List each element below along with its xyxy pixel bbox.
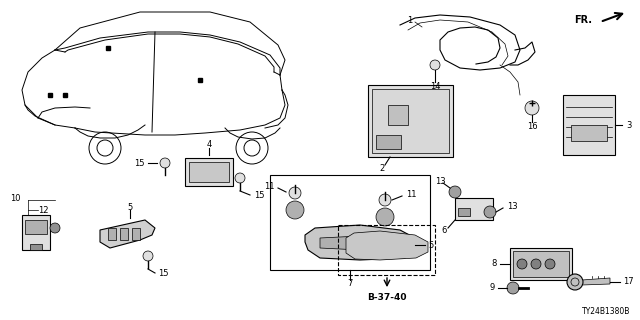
Bar	[189, 162, 229, 182]
Text: 2: 2	[380, 164, 385, 172]
Circle shape	[545, 259, 555, 269]
Bar	[30, 244, 42, 250]
Text: 15: 15	[158, 268, 168, 277]
Bar	[338, 225, 435, 275]
Circle shape	[235, 173, 245, 183]
Circle shape	[507, 282, 519, 294]
Text: 7: 7	[348, 279, 353, 289]
Text: 13: 13	[507, 202, 518, 211]
Polygon shape	[582, 278, 610, 285]
Text: 3: 3	[626, 121, 632, 130]
Bar	[372, 89, 449, 153]
Bar	[25, 220, 47, 234]
Circle shape	[286, 201, 304, 219]
Text: 13: 13	[435, 177, 445, 186]
Text: 6: 6	[442, 226, 447, 235]
Text: 4: 4	[206, 140, 212, 148]
Bar	[376, 135, 401, 149]
Bar	[185, 158, 233, 186]
Text: FR.: FR.	[574, 15, 592, 25]
Bar	[513, 251, 569, 277]
Polygon shape	[305, 225, 415, 260]
Text: 15: 15	[254, 190, 264, 199]
Circle shape	[143, 251, 153, 261]
Polygon shape	[346, 231, 428, 260]
Bar	[455, 198, 493, 220]
Bar	[510, 248, 572, 280]
Polygon shape	[100, 220, 155, 248]
Bar	[22, 215, 50, 250]
Bar	[388, 105, 408, 125]
Circle shape	[289, 187, 301, 199]
Circle shape	[449, 186, 461, 198]
Bar	[571, 125, 607, 141]
Text: 5: 5	[127, 203, 132, 212]
Circle shape	[531, 259, 541, 269]
Circle shape	[376, 208, 394, 226]
Bar	[458, 208, 470, 216]
Text: 17: 17	[623, 277, 634, 286]
Bar	[563, 95, 615, 155]
Bar	[132, 228, 140, 240]
Circle shape	[160, 158, 170, 168]
Bar	[120, 228, 128, 240]
Circle shape	[50, 223, 60, 233]
Text: 11: 11	[264, 181, 275, 190]
Text: 15: 15	[134, 158, 145, 167]
Text: B-37-40: B-37-40	[367, 293, 407, 302]
Circle shape	[517, 259, 527, 269]
Circle shape	[484, 206, 496, 218]
Bar	[270, 175, 430, 270]
Text: 11: 11	[406, 189, 417, 198]
Polygon shape	[320, 236, 395, 250]
Text: 10: 10	[10, 194, 20, 203]
Text: TY24B1380B: TY24B1380B	[582, 308, 630, 316]
Circle shape	[379, 194, 391, 206]
Circle shape	[525, 101, 539, 115]
Bar	[108, 228, 116, 240]
Text: 16: 16	[527, 122, 538, 131]
Text: 9: 9	[490, 284, 495, 292]
Text: 14: 14	[429, 82, 440, 91]
Text: 12: 12	[38, 205, 49, 214]
Bar	[368, 85, 453, 157]
Circle shape	[430, 60, 440, 70]
Text: 1: 1	[407, 15, 412, 25]
Text: 8: 8	[492, 260, 497, 268]
Text: 5: 5	[428, 241, 433, 250]
Circle shape	[567, 274, 583, 290]
